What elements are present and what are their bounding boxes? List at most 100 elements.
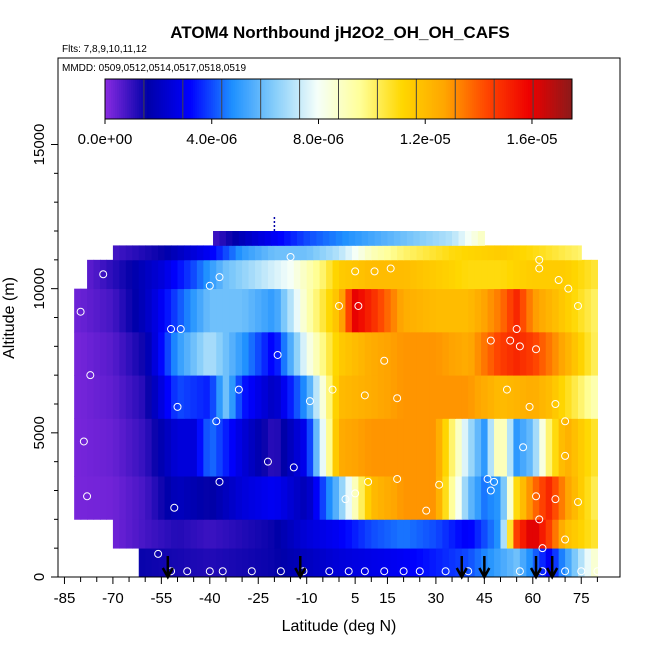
- heat-cell-1: [326, 519, 334, 549]
- heat-cell-8: [235, 245, 243, 261]
- heat-cell-6: [364, 288, 372, 333]
- heat-cell-1: [351, 519, 359, 549]
- colorbar-swatch: [122, 79, 126, 119]
- colorbar-swatch: [394, 79, 397, 119]
- heat-cell-0: [267, 548, 275, 578]
- heat-cell-8: [306, 245, 314, 261]
- obs-point: [79, 437, 88, 446]
- heat-cell-6: [112, 288, 120, 333]
- heat-cell-1: [300, 519, 308, 549]
- heat-cell-3: [332, 418, 340, 477]
- heat-cell-9: [477, 231, 485, 246]
- colorbar-swatch: [374, 79, 377, 119]
- colorbar-swatch: [398, 79, 401, 119]
- heat-cell-6: [545, 288, 553, 333]
- heat-cell-1: [306, 519, 314, 549]
- colorbar-swatch: [560, 79, 563, 119]
- heat-cell-7: [106, 259, 114, 290]
- heat-cell-7: [416, 259, 424, 290]
- heat-cell-3: [138, 418, 146, 477]
- heat-cell-3: [125, 418, 133, 477]
- obs-point: [554, 276, 563, 285]
- obs-point: [218, 567, 227, 576]
- heat-cell-3: [455, 418, 463, 477]
- heat-cell-3: [177, 418, 185, 477]
- heat-cell-0: [196, 548, 204, 578]
- heat-cell-7: [151, 259, 159, 290]
- y-tick-label: 5000: [31, 416, 48, 449]
- heat-cell-9: [258, 231, 266, 246]
- heat-cell-9: [322, 231, 330, 246]
- heat-cell-8: [539, 245, 547, 261]
- colorbar-swatch: [208, 79, 212, 119]
- heat-cell-4: [313, 375, 321, 419]
- colorbar-swatch: [488, 79, 491, 119]
- colorbar-swatch: [534, 79, 537, 119]
- heat-cell-0: [384, 548, 392, 578]
- heat-cell-6: [390, 288, 398, 333]
- heat-cell-5: [539, 331, 547, 376]
- obs-point: [341, 495, 350, 504]
- obs-point: [215, 273, 224, 282]
- heat-cell-3: [280, 418, 288, 477]
- heat-cell-4: [500, 375, 508, 419]
- heat-cell-1: [183, 519, 192, 549]
- heat-cell-0: [390, 548, 398, 578]
- colorbar-swatch: [506, 79, 509, 119]
- colorbar-swatch: [350, 79, 353, 119]
- colorbar-swatch: [252, 79, 256, 119]
- colorbar-swatch: [378, 79, 381, 119]
- heat-cell-8: [377, 245, 385, 261]
- heat-cell-9: [232, 231, 240, 246]
- colorbar-swatch: [286, 79, 290, 119]
- heat-cell-2: [571, 476, 579, 520]
- heat-cell-0: [519, 548, 527, 578]
- heat-cell-9: [297, 231, 305, 246]
- heat-cell-7: [229, 259, 237, 290]
- heat-cell-5: [145, 331, 153, 376]
- heat-cell-9: [264, 231, 272, 246]
- colorbar-swatch: [256, 79, 260, 119]
- heat-cell-4: [209, 375, 217, 419]
- colorbar-swatch: [202, 79, 206, 119]
- heat-cell-1: [461, 519, 469, 549]
- obs-point: [247, 567, 256, 576]
- heat-cell-3: [519, 418, 527, 477]
- heat-cell-5: [138, 331, 146, 376]
- heat-cell-2: [474, 476, 482, 520]
- heat-cell-1: [526, 519, 534, 549]
- obs-point: [538, 544, 547, 553]
- colorbar-swatch: [236, 79, 240, 119]
- heat-cell-0: [300, 548, 308, 578]
- obs-point: [561, 567, 570, 576]
- obs-point: [351, 489, 360, 498]
- heat-cell-5: [384, 331, 392, 376]
- heat-cell-6: [481, 288, 489, 333]
- obs-point: [276, 567, 285, 576]
- colorbar-swatch: [156, 79, 160, 119]
- heat-cell-0: [306, 548, 314, 578]
- colorbar-swatch: [246, 79, 250, 119]
- heat-cell-4: [429, 375, 437, 419]
- colorbar-swatch: [262, 79, 266, 119]
- colorbar-swatch: [524, 79, 527, 119]
- heat-cell-8: [565, 245, 573, 261]
- heat-cell-6: [280, 288, 288, 333]
- colorbar-swatch: [466, 79, 469, 119]
- heat-cell-2: [248, 476, 256, 520]
- heat-cell-5: [377, 331, 385, 376]
- heat-cell-6: [339, 288, 347, 333]
- heat-cell-7: [138, 259, 146, 290]
- heat-cell-0: [442, 548, 450, 578]
- colorbar-swatch: [182, 79, 186, 119]
- heat-cell-1: [474, 519, 482, 549]
- heat-cell-3: [539, 418, 547, 477]
- heat-cell-6: [416, 288, 424, 333]
- heat-cell-7: [481, 259, 489, 290]
- heat-cell-0: [364, 548, 372, 578]
- obs-point: [519, 443, 528, 452]
- heat-cell-5: [532, 331, 540, 376]
- heat-cell-9: [335, 231, 343, 246]
- heat-cell-1: [216, 519, 224, 549]
- heat-cell-5: [267, 331, 275, 376]
